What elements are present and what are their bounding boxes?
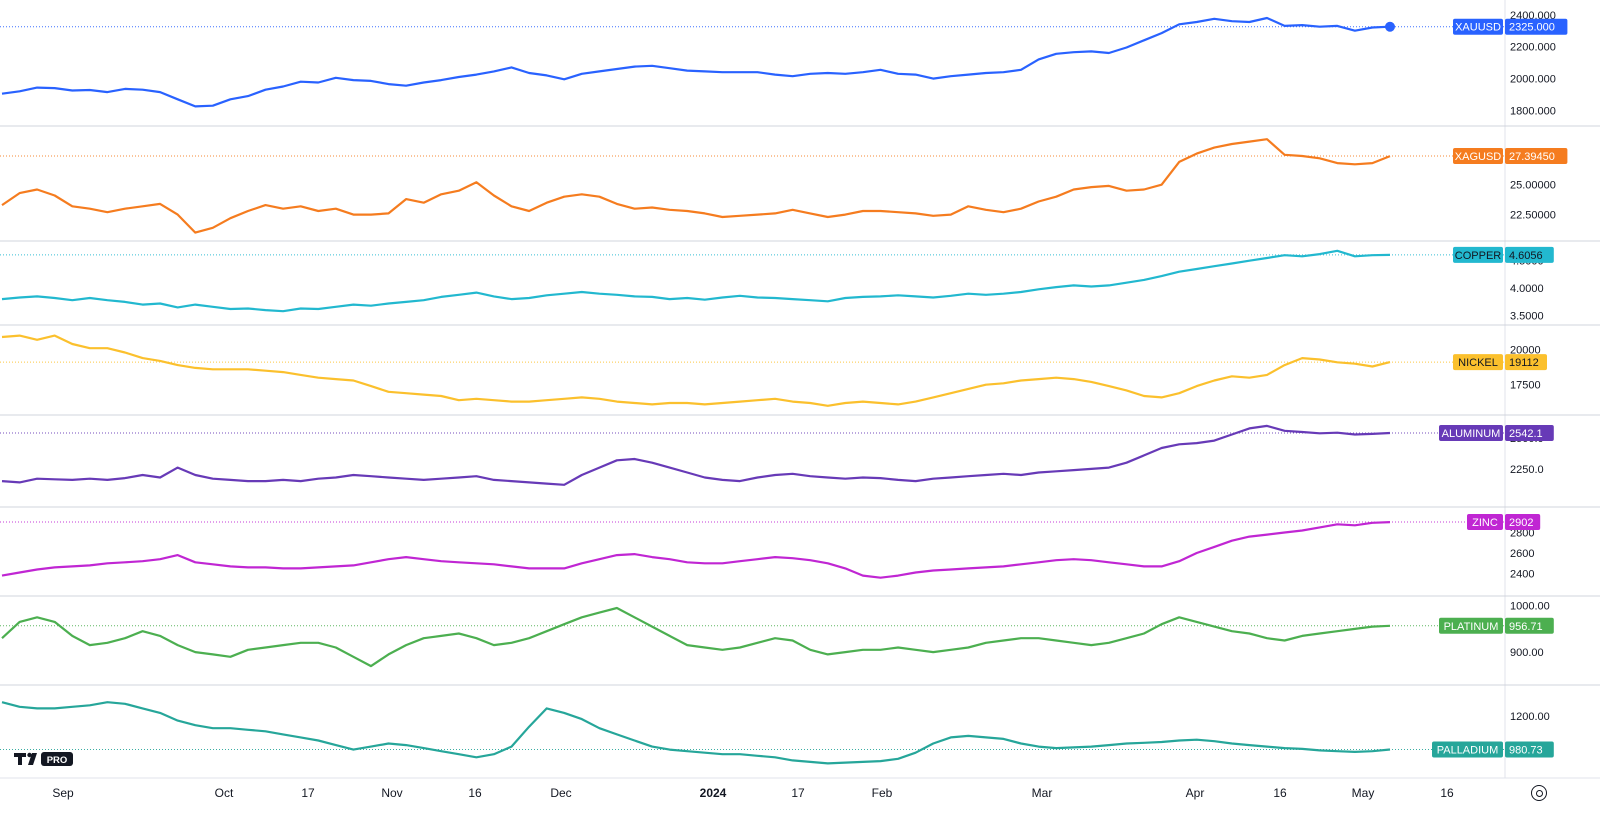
price-tick-label: 17500 (1510, 380, 1541, 392)
symbol-badge-copper (1453, 246, 1503, 263)
series-line-nickel (1, 334, 1391, 407)
time-axis-label: May (1352, 786, 1375, 800)
time-axis-label: Dec (550, 786, 571, 800)
price-tick-label: 25.00000 (1510, 180, 1556, 192)
series-line-zinc (1, 521, 1391, 579)
last-price-badge-copper (1505, 246, 1554, 263)
last-price-badge-label: 27.39450 (1509, 151, 1555, 163)
last-price-badge-label: 2902 (1509, 517, 1533, 529)
time-axis-label: Apr (1186, 786, 1205, 800)
symbol-badge-label: ZINC (1472, 517, 1498, 529)
series-line-aluminum (1, 424, 1391, 486)
price-tick-label: 1800.000 (1510, 105, 1556, 117)
time-axis-label: 17 (301, 786, 315, 800)
price-tick-label: 22.50000 (1510, 210, 1556, 222)
last-price-badge-label: 980.73 (1509, 745, 1543, 757)
time-axis-label: 17 (791, 786, 805, 800)
symbol-badge-xauusd (1453, 18, 1503, 35)
series-line-xauusd (1, 16, 1391, 108)
time-axis-label: Nov (381, 786, 402, 800)
last-price-badge-palladium (1505, 741, 1554, 758)
time-axis-label: Oct (215, 786, 234, 800)
time-axis-label: 16 (1273, 786, 1287, 800)
price-tick-label: 1200.00 (1510, 711, 1550, 723)
symbol-badge-label: NICKEL (1458, 357, 1498, 369)
last-price-badge-label: 2542.1 (1509, 428, 1543, 440)
time-axis-label: Mar (1032, 786, 1053, 800)
symbol-badge-label: XAGUSD (1455, 151, 1502, 163)
time-axis-label: Feb (872, 786, 893, 800)
price-tick-label: 2000.000 (1510, 74, 1556, 86)
symbol-badge-platinum (1439, 617, 1503, 634)
symbol-badge-nickel (1453, 354, 1503, 371)
time-axis-label: 2024 (700, 786, 727, 800)
symbol-badge-aluminum (1439, 425, 1503, 442)
last-point-dot (1385, 21, 1395, 32)
symbol-badge-label: XAUUSD (1455, 22, 1501, 34)
series-line-xagusd (1, 138, 1391, 234)
svg-text:PRO: PRO (47, 755, 68, 766)
symbol-badge-label: PALLADIUM (1437, 745, 1499, 757)
symbol-badge-label: COPPER (1455, 250, 1502, 262)
symbol-badge-zinc (1467, 514, 1503, 531)
price-tick-label: 2800 (1510, 528, 1534, 540)
price-tick-label: 2400 (1510, 569, 1534, 581)
last-price-badge-zinc (1505, 514, 1541, 531)
time-axis-label: Sep (52, 786, 74, 800)
last-price-badge-label: 956.71 (1509, 621, 1543, 633)
symbol-badge-label: PLATINUM (1444, 621, 1499, 633)
series-line-palladium (1, 701, 1391, 765)
price-tick-label: 2250.0 (1510, 464, 1544, 476)
last-price-badge-label: 19112 (1509, 357, 1539, 369)
series-line-platinum (1, 606, 1391, 668)
last-price-badge-nickel (1505, 354, 1547, 371)
price-tick-label: 2200.000 (1510, 42, 1556, 54)
price-tick-label: 2600 (1510, 548, 1534, 560)
symbol-badge-xagusd (1453, 148, 1503, 165)
last-price-badge-xauusd (1505, 18, 1568, 35)
last-price-badge-aluminum (1505, 425, 1554, 442)
settings-gear-icon[interactable] (1531, 785, 1547, 801)
time-axis-label: 16 (1440, 786, 1454, 800)
price-tick-label: 4.0000 (1510, 283, 1544, 295)
last-price-badge-platinum (1505, 617, 1554, 634)
price-tick-label: 3.5000 (1510, 311, 1544, 323)
symbol-badge-palladium (1432, 741, 1503, 758)
price-tick-label: 20000 (1510, 345, 1541, 357)
last-price-badge-label: 2325.000 (1509, 22, 1555, 34)
price-tick-label: 1000.00 (1510, 601, 1550, 613)
last-price-badge-label: 4.6056 (1509, 250, 1543, 262)
tradingview-pro-logo: PRO (14, 752, 73, 766)
symbol-badge-label: ALUMINUM (1442, 428, 1501, 440)
time-axis-label: 16 (468, 786, 482, 800)
series-line-copper (1, 249, 1391, 313)
price-tick-label: 900.00 (1510, 647, 1544, 659)
last-price-badge-xagusd (1505, 148, 1568, 165)
